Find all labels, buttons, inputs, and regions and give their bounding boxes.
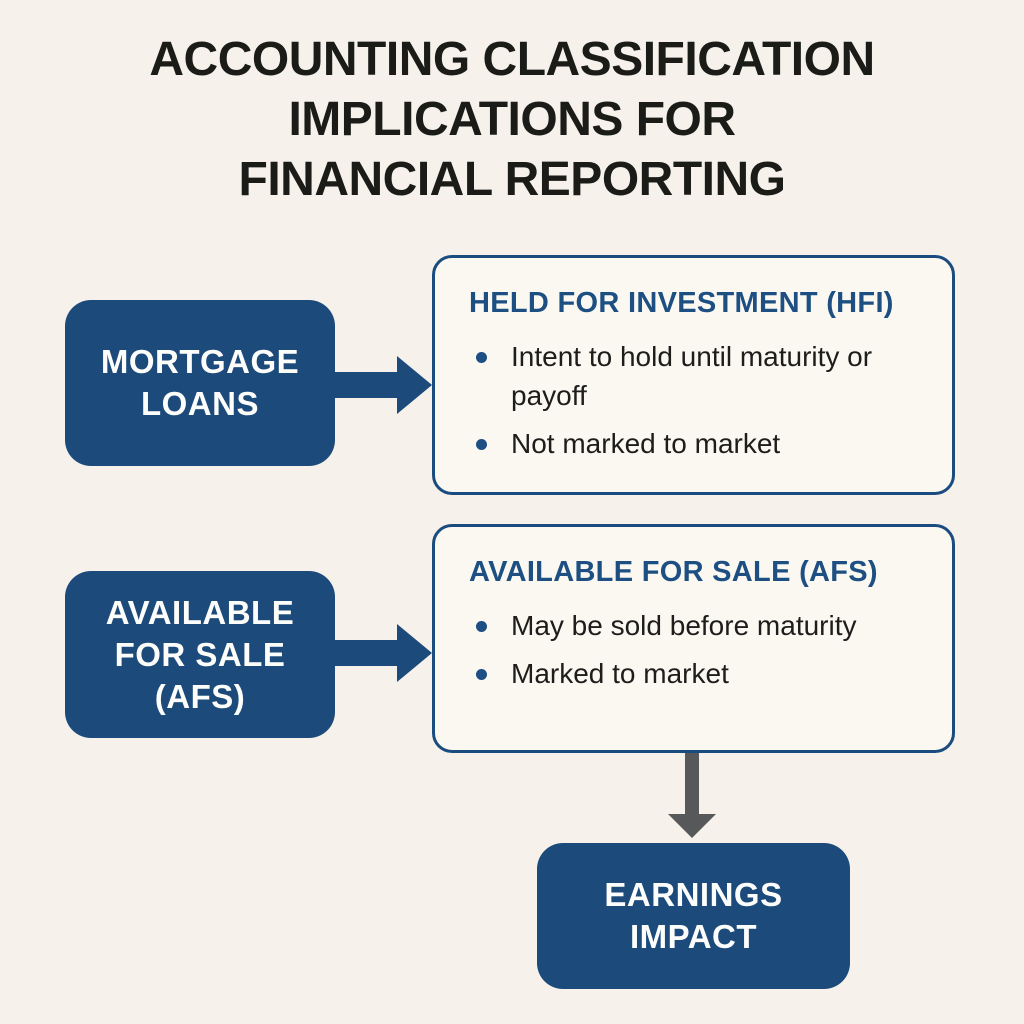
bullet-item: Not marked to market xyxy=(469,424,924,463)
earnings-impact-label: EARNINGS IMPACT xyxy=(604,876,783,955)
arrow-right-icon xyxy=(333,356,432,414)
available-for-sale-label: AVAILABLE FOR SALE (AFS) xyxy=(105,593,295,715)
hfi-card: HELD FOR INVESTMENT (HFI) Intent to hold… xyxy=(432,255,955,495)
bullet-item: Intent to hold until maturity or payoff xyxy=(469,337,924,415)
mortgage-loans-label: MORTGAGE LOANS xyxy=(100,343,300,422)
arrow-right-icon xyxy=(333,624,432,682)
afs-card-heading: AVAILABLE FOR SALE (AFS) xyxy=(469,556,878,588)
hfi-bullet-list: Intent to hold until maturity or payoff … xyxy=(469,337,924,463)
mortgage-loans-box: MORTGAGE LOANS xyxy=(65,300,335,466)
bullet-item: Marked to market xyxy=(469,654,924,693)
earnings-impact-box: EARNINGS IMPACT xyxy=(537,843,850,989)
afs-bullet-list: May be sold before maturity Marked to ma… xyxy=(469,606,924,693)
bullet-item: May be sold before maturity xyxy=(469,606,924,645)
arrow-down-icon xyxy=(668,753,716,838)
hfi-card-heading: HELD FOR INVESTMENT (HFI) xyxy=(469,287,894,319)
afs-card: AVAILABLE FOR SALE (AFS) May be sold bef… xyxy=(432,524,955,753)
page-title: ACCOUNTING CLASSIFICATION IMPLICATIONS F… xyxy=(149,33,875,206)
available-for-sale-box: AVAILABLE FOR SALE (AFS) xyxy=(65,571,335,738)
